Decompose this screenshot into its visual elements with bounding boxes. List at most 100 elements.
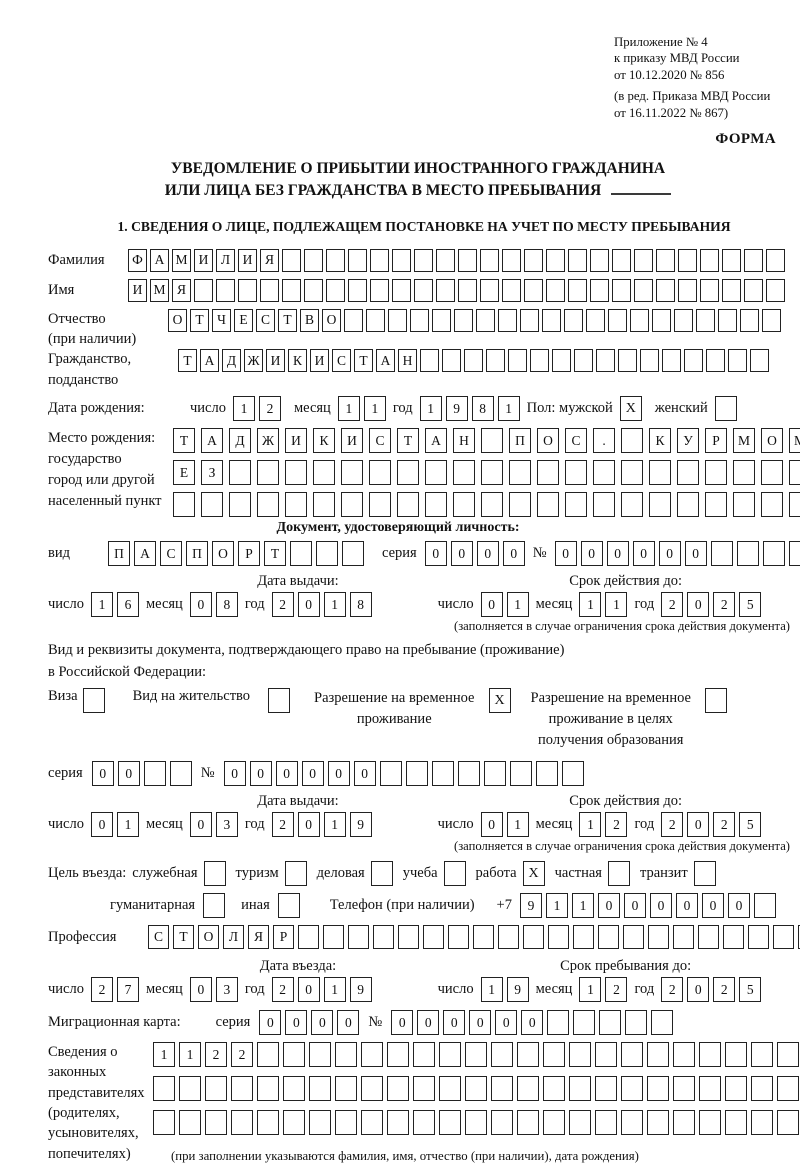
- char-cell[interactable]: [640, 349, 659, 373]
- char-cell[interactable]: [673, 925, 694, 950]
- char-cell[interactable]: [710, 541, 733, 566]
- char-cell[interactable]: [651, 1010, 674, 1036]
- char-cell[interactable]: 0: [687, 812, 710, 838]
- char-cell[interactable]: 9: [349, 977, 372, 1003]
- char-cell[interactable]: Т: [397, 428, 419, 453]
- char-cell[interactable]: 0: [259, 1010, 282, 1036]
- char-cell[interactable]: [725, 1076, 747, 1102]
- char-cell[interactable]: .: [593, 428, 615, 453]
- char-cell[interactable]: [678, 278, 697, 302]
- char-cell[interactable]: О: [761, 428, 783, 453]
- char-cell[interactable]: [625, 1010, 648, 1036]
- char-cell[interactable]: 1: [497, 396, 520, 421]
- char-cell[interactable]: 0: [189, 592, 212, 617]
- char-cell[interactable]: И: [285, 428, 307, 453]
- char-cell[interactable]: [370, 248, 389, 272]
- char-cell[interactable]: [285, 460, 307, 485]
- char-cell[interactable]: [761, 492, 783, 517]
- char-cell[interactable]: 0: [632, 541, 655, 566]
- char-cell[interactable]: [465, 1076, 487, 1102]
- char-cell[interactable]: [725, 1042, 747, 1068]
- char-cell[interactable]: [342, 541, 364, 566]
- purpose-work-checkbox[interactable]: X: [522, 861, 545, 887]
- char-cell[interactable]: 5: [739, 812, 762, 838]
- char-cell[interactable]: [593, 492, 615, 517]
- char-cell[interactable]: [491, 1042, 513, 1068]
- char-cell[interactable]: [524, 248, 543, 272]
- char-cell[interactable]: С: [332, 349, 351, 373]
- char-cell[interactable]: [344, 308, 363, 332]
- char-cell[interactable]: [656, 248, 675, 272]
- char-cell[interactable]: [387, 1110, 409, 1136]
- char-cell[interactable]: 5: [739, 977, 762, 1003]
- char-cell[interactable]: [595, 1076, 617, 1102]
- char-cell[interactable]: 0: [337, 1010, 360, 1036]
- char-cell[interactable]: Ч: [212, 308, 231, 332]
- char-cell[interactable]: И: [310, 349, 329, 373]
- char-cell[interactable]: 0: [580, 541, 603, 566]
- char-cell[interactable]: С: [369, 428, 391, 453]
- char-cell[interactable]: [201, 492, 223, 517]
- char-cell[interactable]: [481, 492, 503, 517]
- char-cell[interactable]: 0: [285, 1010, 308, 1036]
- char-cell[interactable]: [618, 349, 637, 373]
- sex-female-checkbox[interactable]: [714, 396, 737, 421]
- char-cell[interactable]: М: [733, 428, 755, 453]
- char-cell[interactable]: [282, 278, 301, 302]
- char-cell[interactable]: [561, 761, 584, 787]
- char-cell[interactable]: 6: [116, 592, 139, 617]
- char-cell[interactable]: [326, 248, 345, 272]
- char-cell[interactable]: 0: [424, 541, 447, 566]
- char-cell[interactable]: [431, 761, 454, 787]
- char-cell[interactable]: [568, 278, 587, 302]
- char-cell[interactable]: [361, 1076, 383, 1102]
- char-cell[interactable]: [370, 278, 389, 302]
- char-cell[interactable]: [298, 925, 319, 950]
- char-cell[interactable]: [699, 1110, 721, 1136]
- char-cell[interactable]: 2: [713, 812, 736, 838]
- visa-checkbox[interactable]: [82, 688, 105, 713]
- char-cell[interactable]: 2: [90, 977, 113, 1003]
- char-cell[interactable]: 0: [606, 541, 629, 566]
- char-cell[interactable]: [662, 349, 681, 373]
- char-cell[interactable]: [634, 248, 653, 272]
- char-cell[interactable]: 1: [579, 977, 602, 1003]
- char-cell[interactable]: 3: [215, 812, 238, 838]
- char-cell[interactable]: 0: [117, 761, 140, 787]
- temp-residence-edu-checkbox[interactable]: [704, 688, 727, 713]
- char-cell[interactable]: [612, 278, 631, 302]
- char-cell[interactable]: А: [376, 349, 395, 373]
- char-cell[interactable]: [699, 1076, 721, 1102]
- char-cell[interactable]: Е: [234, 308, 253, 332]
- char-cell[interactable]: [442, 349, 461, 373]
- char-cell[interactable]: [766, 248, 785, 272]
- char-cell[interactable]: [369, 492, 391, 517]
- char-cell[interactable]: 0: [189, 977, 212, 1003]
- char-cell[interactable]: 0: [223, 761, 246, 787]
- char-cell[interactable]: 2: [661, 977, 684, 1003]
- char-cell[interactable]: [621, 428, 643, 453]
- char-cell[interactable]: [598, 925, 619, 950]
- char-cell[interactable]: 0: [297, 812, 320, 838]
- char-cell[interactable]: [491, 1076, 513, 1102]
- char-cell[interactable]: С: [256, 308, 275, 332]
- char-cell[interactable]: Н: [398, 349, 417, 373]
- char-cell[interactable]: [748, 925, 769, 950]
- char-cell[interactable]: 2: [231, 1042, 253, 1068]
- char-cell[interactable]: А: [150, 248, 169, 272]
- purpose-business-checkbox[interactable]: [370, 861, 393, 887]
- char-cell[interactable]: 2: [205, 1042, 227, 1068]
- char-cell[interactable]: [718, 308, 737, 332]
- char-cell[interactable]: 1: [571, 893, 594, 919]
- char-cell[interactable]: [789, 460, 800, 485]
- char-cell[interactable]: [397, 492, 419, 517]
- char-cell[interactable]: 0: [658, 541, 681, 566]
- char-cell[interactable]: [326, 278, 345, 302]
- char-cell[interactable]: [574, 349, 593, 373]
- char-cell[interactable]: [621, 1110, 643, 1136]
- char-cell[interactable]: [542, 308, 561, 332]
- char-cell[interactable]: [257, 492, 279, 517]
- char-cell[interactable]: [777, 1042, 799, 1068]
- char-cell[interactable]: [751, 1076, 773, 1102]
- char-cell[interactable]: 9: [445, 396, 468, 421]
